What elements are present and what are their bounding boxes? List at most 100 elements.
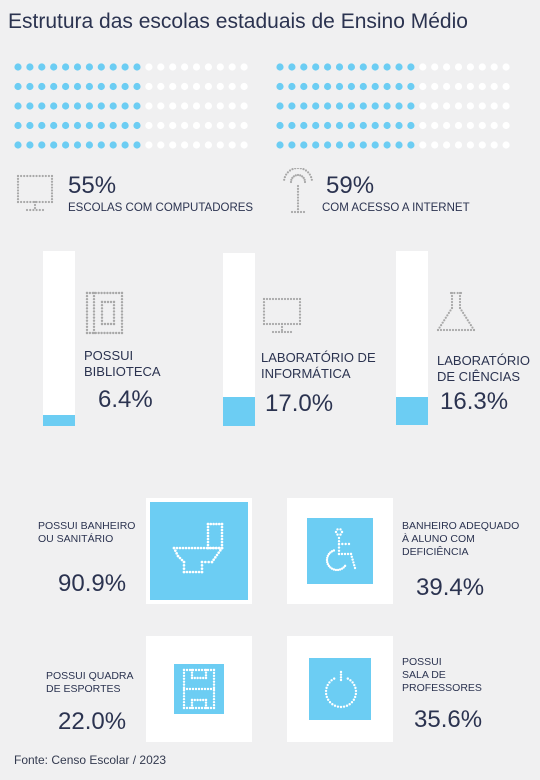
computers-dot (181, 63, 189, 71)
icon-dot (182, 564, 186, 567)
icon-dot (112, 310, 116, 313)
antenna-icon (283, 168, 313, 214)
computers-dot-matrix (14, 63, 248, 149)
icon-dot (50, 177, 54, 180)
icon-dot (50, 174, 54, 178)
icon-dot (458, 300, 462, 304)
computers-dot (216, 82, 224, 91)
icon-dot (120, 297, 124, 301)
internet-dot (288, 102, 296, 110)
computers-dot (169, 102, 177, 110)
internet-dot (371, 102, 379, 110)
icon-dot (332, 677, 336, 680)
icon-dot (193, 546, 197, 550)
icon-dot (326, 560, 329, 564)
icon-dot (109, 331, 112, 335)
icon-dot (325, 686, 328, 690)
internet-dot (395, 141, 403, 149)
court-label-line1: POSSUI QUADRA (46, 670, 134, 682)
icon-dot (206, 525, 210, 529)
internet-dot (347, 82, 355, 91)
internet-dot (502, 82, 510, 91)
computers-dot (240, 121, 248, 130)
icon-dot (193, 676, 196, 680)
icon-dot (204, 701, 208, 704)
icon-dot (465, 316, 468, 319)
internet-dot (490, 121, 498, 130)
internet-dot (478, 102, 486, 110)
icon-dot (185, 687, 189, 691)
icon-dot (204, 698, 208, 702)
computers-dot (50, 82, 58, 91)
icon-dot (196, 698, 199, 702)
icon-dot (200, 570, 204, 574)
icon-dot (206, 534, 210, 538)
icon-dot (182, 703, 186, 707)
icon-dot (212, 674, 216, 678)
internet-dot (300, 63, 308, 71)
computers-dot (240, 82, 248, 91)
icon-dot (353, 564, 356, 567)
coffee-cup-icon (324, 670, 358, 709)
internet-dot (276, 102, 284, 110)
icon-dot (38, 208, 41, 212)
computers-dot (97, 82, 105, 91)
internet-dot (276, 141, 284, 149)
icon-dot (120, 316, 124, 319)
icon-dot (212, 680, 216, 683)
icon-dot (262, 301, 266, 304)
computers-dot (157, 121, 165, 130)
icon-dot (446, 314, 449, 317)
computers-dot (14, 141, 22, 149)
icon-dot (182, 695, 186, 698)
computers-dot (109, 121, 117, 130)
icon-dot (262, 297, 266, 301)
icon-dot (120, 325, 124, 329)
internet-dot (335, 63, 344, 71)
icon-dot (450, 303, 454, 307)
icon-dot (296, 190, 300, 193)
icon-dot (351, 681, 354, 684)
internet-dot (454, 82, 463, 91)
accessible-label-line1: BANHEIRO ADEQUADO (402, 520, 520, 532)
bathroom-label: POSSUI BANHEIRO OU SANITÁRIO (38, 520, 135, 546)
icon-dot (197, 570, 201, 574)
icon-dot (303, 178, 306, 181)
icon-dot (16, 183, 20, 186)
internet-dot (276, 63, 284, 71)
icon-dot (182, 700, 186, 704)
computers-dot (62, 121, 70, 130)
icon-dot (332, 568, 336, 571)
icon-dot (463, 328, 467, 332)
icon-dot (182, 683, 186, 686)
computers-dot (62, 63, 70, 71)
icon-dot (450, 306, 454, 310)
icon-dot (291, 168, 294, 171)
icon-dot (290, 210, 294, 214)
court-tile (146, 636, 252, 742)
icon-dot (26, 200, 29, 204)
internet-dot (371, 141, 379, 149)
icon-dot (343, 564, 347, 568)
icon-dot (336, 568, 340, 572)
accessible-tile (287, 498, 393, 604)
icon-dot (340, 552, 344, 556)
library-label: POSSUI BIBLIOTECA (84, 348, 161, 380)
icon-dot (289, 180, 293, 184)
icon-dot (294, 168, 297, 170)
icon-dot (351, 558, 354, 561)
icon-dot (26, 174, 29, 178)
icon-dot (106, 322, 110, 326)
icon-dot (209, 706, 213, 710)
icon-dot (92, 301, 96, 304)
computers-dot (157, 102, 165, 110)
icon-dot (41, 208, 45, 212)
toilet-icon (172, 522, 224, 574)
icon-dot (199, 676, 202, 680)
computers-dot (62, 141, 70, 149)
internet-dot (431, 121, 439, 130)
computers-dot (85, 63, 93, 71)
internet-dot (490, 82, 498, 91)
icon-dot (38, 174, 41, 178)
icon-dot (457, 328, 461, 332)
